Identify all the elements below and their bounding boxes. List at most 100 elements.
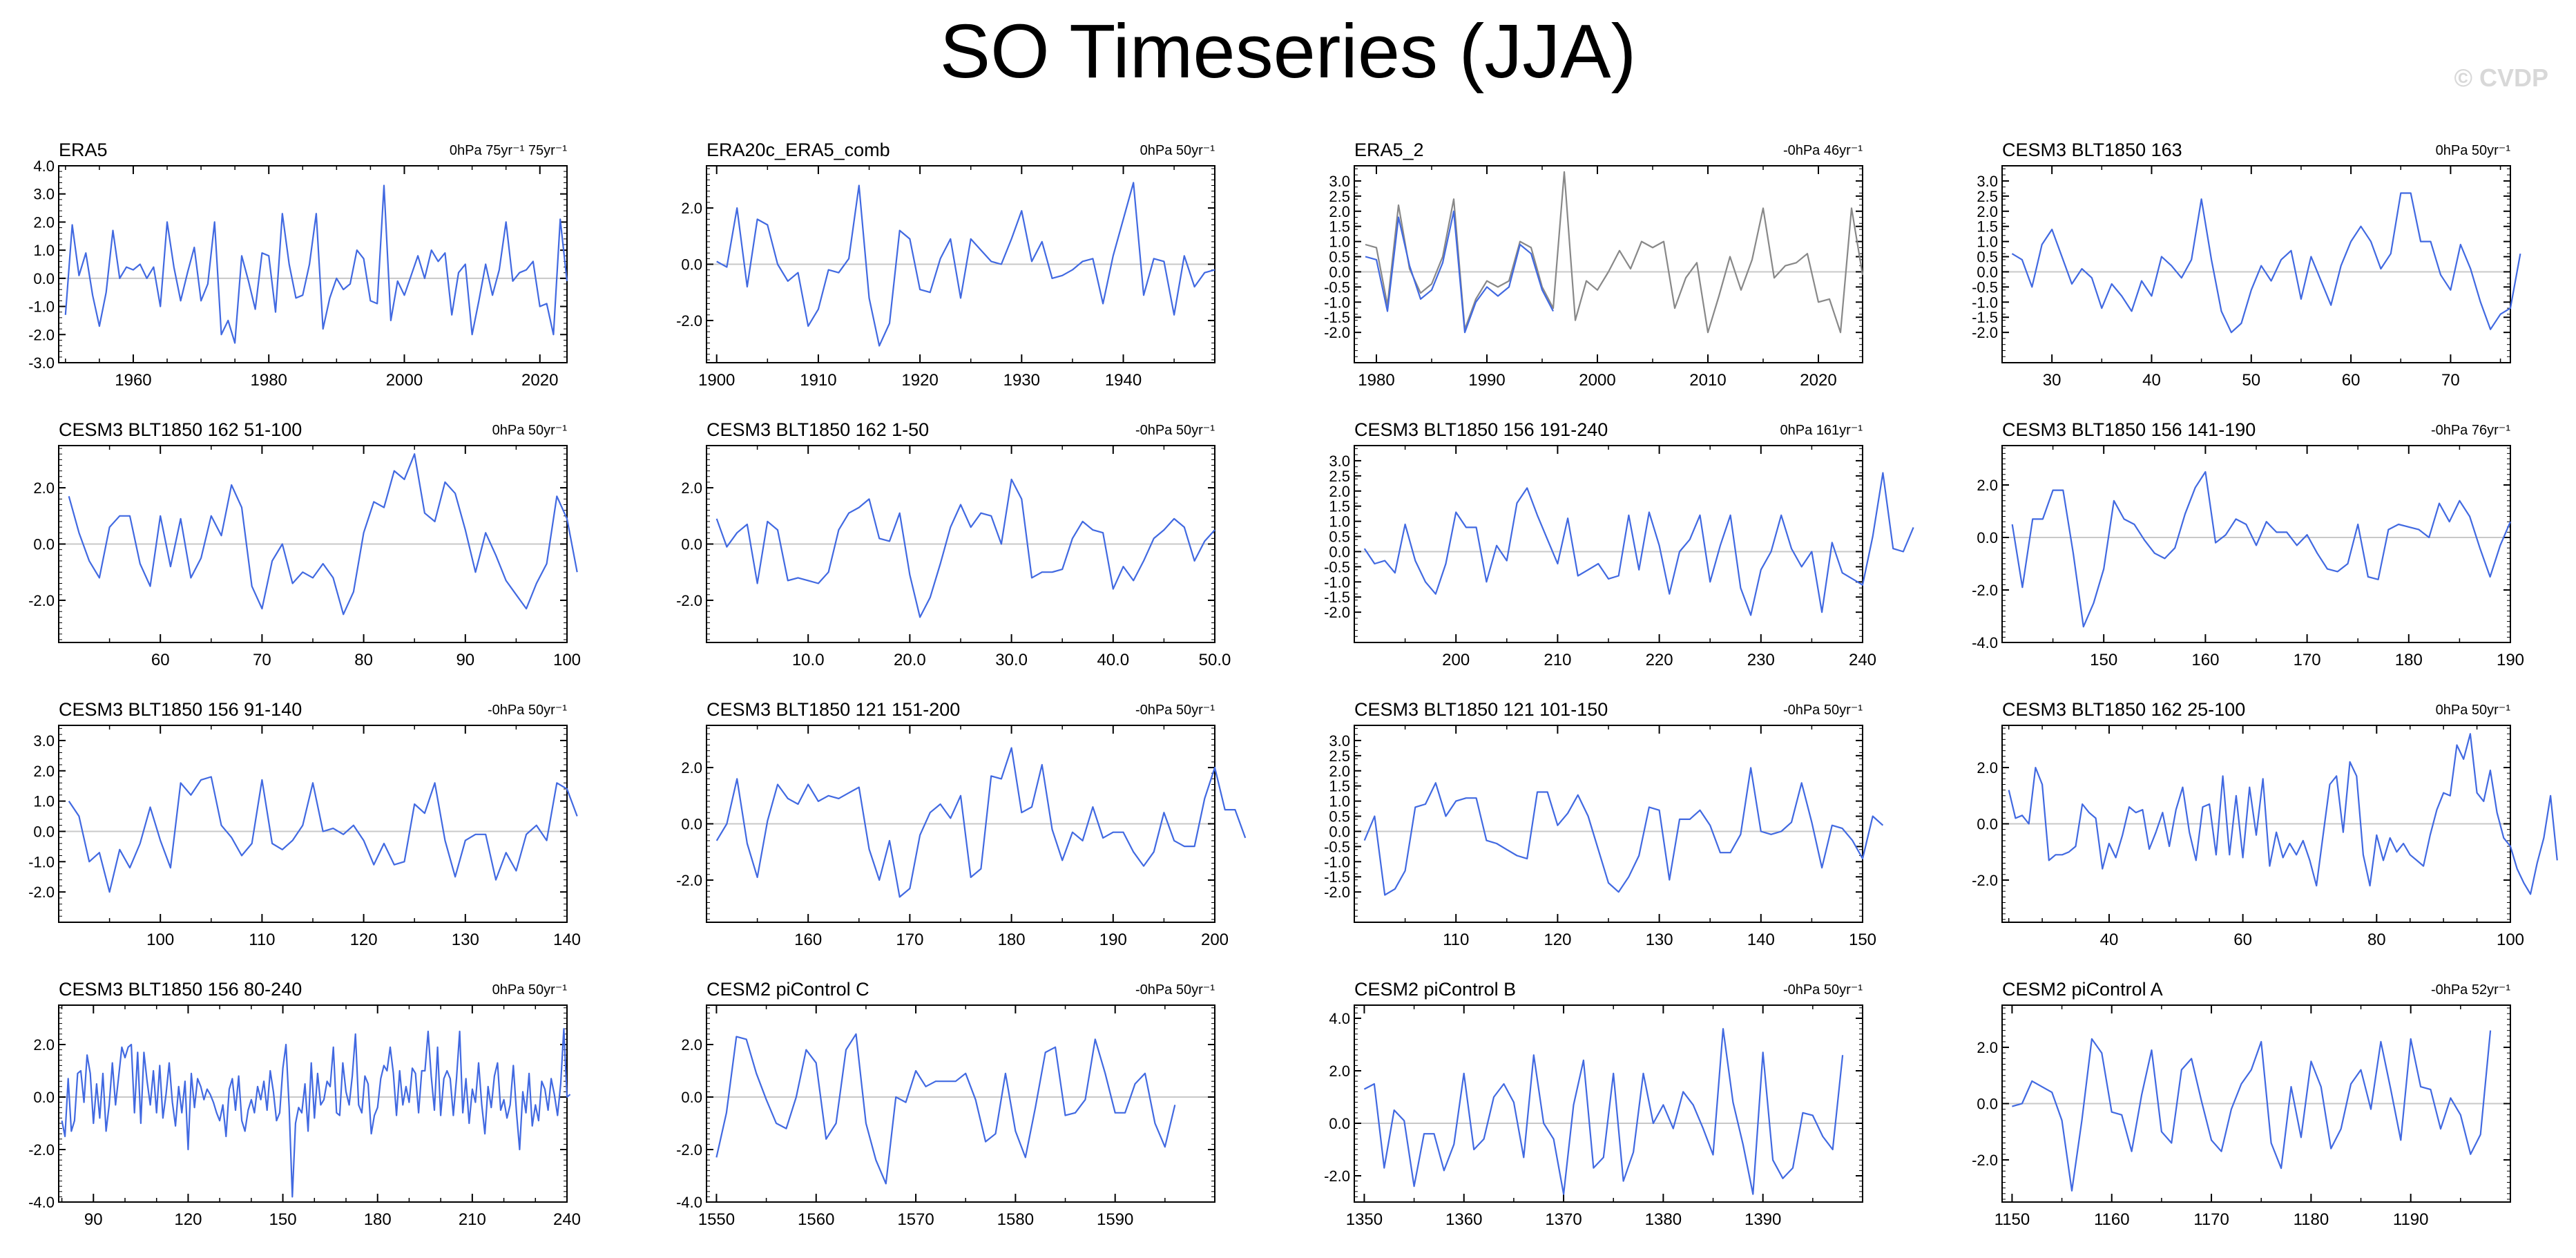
y-tick-label: 2.0 — [33, 763, 55, 780]
x-tick-label: 80 — [354, 651, 373, 669]
y-tick-label: 1.0 — [1977, 234, 1998, 251]
panel-11: CESM3 BLT1850 121 101-150 -0hPa 50yr⁻¹ 110… — [1324, 699, 1884, 949]
y-tick-label: -0.5 — [1324, 278, 1350, 296]
panel-info: 0hPa 50yr⁻¹ — [1140, 143, 1215, 158]
y-tick-label: 0.0 — [1329, 543, 1350, 560]
x-tick-label: 90 — [84, 1210, 103, 1229]
x-tick-label: 20.0 — [894, 651, 926, 669]
y-tick-label: 3.0 — [1329, 732, 1350, 750]
panel-7: CESM3 BLT1850 156 191-240 0hPa 161yr⁻¹ 200… — [1324, 419, 1914, 669]
x-tick-label: 1150 — [1995, 1210, 2030, 1229]
y-tick-label: -4.0 — [1972, 634, 1998, 651]
y-tick-label: -1.5 — [1324, 309, 1350, 326]
x-tick-label: 160 — [2191, 651, 2219, 669]
y-tick-label: 2.0 — [1977, 477, 1998, 494]
panel-title: CESM3 BLT1850 121 151-200 — [707, 699, 960, 720]
y-tick-label: -1.0 — [1324, 573, 1350, 591]
series-line — [716, 182, 1215, 347]
y-tick-label: 2.0 — [33, 479, 55, 497]
x-tick-label: 160 — [794, 931, 822, 949]
y-tick-label: 2.5 — [1977, 188, 1998, 205]
x-tick-label: 1910 — [800, 371, 836, 390]
x-tick-label: 180 — [364, 1210, 392, 1229]
y-tick-label: -4.0 — [676, 1194, 702, 1211]
x-tick-label: 240 — [553, 1210, 581, 1229]
series-line — [2008, 733, 2558, 895]
panel-info: 0hPa 50yr⁻¹ — [492, 423, 568, 438]
x-tick-label: 1160 — [2094, 1210, 2130, 1229]
series-line — [2011, 192, 2521, 334]
plot-frame — [58, 725, 568, 923]
y-tick-label: 2.0 — [1977, 1039, 1998, 1056]
y-tick-label: 0.0 — [681, 816, 702, 833]
y-tick-label: 0.5 — [1329, 528, 1350, 546]
y-tick-label: -3.0 — [28, 354, 55, 372]
x-tick-label: 60 — [2342, 371, 2361, 390]
x-tick-label: 240 — [1849, 651, 1876, 669]
panel-15: CESM2 piControl B -0hPa 50yr⁻¹ 1350 1360 137… — [1324, 979, 1863, 1229]
panel-title: ERA20c_ERA5_comb — [707, 140, 890, 160]
plot-frame — [2001, 165, 2511, 363]
y-tick-label: 1.5 — [1329, 218, 1350, 236]
y-tick-label: 4.0 — [33, 158, 55, 175]
y-tick-label: 0.0 — [1329, 263, 1350, 280]
y-tick-label: -2.0 — [676, 592, 702, 609]
y-tick-label: -0.5 — [1972, 278, 1998, 296]
y-tick-label: -0.5 — [1324, 558, 1350, 575]
x-tick-label: 1980 — [251, 371, 287, 390]
panel-title: CESM3 BLT1850 156 191-240 — [1354, 419, 1608, 440]
panel-title: CESM3 BLT1850 163 — [2002, 140, 2182, 160]
x-tick-label: 60 — [151, 651, 170, 669]
x-tick-label: 230 — [1747, 651, 1775, 669]
x-tick-label: 2010 — [1689, 371, 1726, 390]
panel-13: CESM3 BLT1850 156 80-240 0hPa 50yr⁻¹ 90 120… — [28, 979, 581, 1229]
panel-title: CESM2 piControl C — [707, 979, 869, 1000]
series-line — [715, 747, 1247, 898]
y-tick-label: 2.5 — [1329, 747, 1350, 765]
y-tick-label: 2.0 — [33, 1036, 55, 1054]
panel-info: -0hPa 76yr⁻¹ — [2431, 423, 2510, 438]
panel-info: -0hPa 50yr⁻¹ — [1783, 982, 1863, 998]
page-title: SO Timeseries (JJA) — [939, 9, 1637, 94]
plot-frame — [58, 165, 568, 363]
y-tick-label: -2.0 — [676, 312, 702, 330]
series-line — [64, 184, 568, 344]
y-tick-label: -2.0 — [1324, 884, 1350, 901]
y-tick-label: 2.5 — [1329, 188, 1350, 205]
y-tick-label: 1.5 — [1329, 498, 1350, 515]
x-tick-label: 30.0 — [995, 651, 1028, 669]
y-tick-label: 2.0 — [33, 213, 55, 231]
x-tick-label: 210 — [459, 1210, 486, 1229]
y-tick-label: 2.0 — [1977, 759, 1998, 776]
y-tick-label: -1.5 — [1324, 589, 1350, 606]
x-tick-label: 130 — [1646, 931, 1673, 949]
panel-info: -0hPa 50yr⁻¹ — [1135, 703, 1215, 718]
x-tick-label: 90 — [456, 651, 474, 669]
y-tick-label: 2.0 — [1329, 1062, 1350, 1080]
x-tick-label: 1170 — [2193, 1210, 2229, 1229]
x-tick-label: 150 — [269, 1210, 297, 1229]
panel-4: CESM3 BLT1850 163 0hPa 50yr⁻¹ 30 40 50 60 70 -2… — [1972, 140, 2521, 390]
panel-title: CESM3 BLT1850 156 91-140 — [59, 699, 302, 720]
x-tick-label: 110 — [1443, 931, 1469, 949]
y-tick-label: 2.0 — [681, 200, 702, 217]
y-tick-label: 0.0 — [681, 256, 702, 274]
y-tick-label: -0.5 — [1324, 838, 1350, 855]
x-tick-label: 1380 — [1645, 1210, 1682, 1229]
x-tick-label: 1960 — [115, 371, 151, 390]
x-tick-label: 70 — [253, 651, 271, 669]
x-tick-label: 210 — [1544, 651, 1571, 669]
panel-info: -0hPa 52yr⁻¹ — [2431, 982, 2510, 998]
panel-title: ERA5 — [59, 140, 108, 160]
y-tick-label: 0.0 — [1977, 263, 1998, 280]
x-tick-label: 1570 — [897, 1210, 934, 1229]
x-tick-label: 2020 — [1800, 371, 1836, 390]
x-tick-label: 100 — [146, 931, 174, 949]
series-line — [2011, 470, 2512, 628]
series-line — [1365, 210, 1554, 334]
y-tick-label: -2.0 — [28, 884, 55, 901]
panel-title: CESM3 BLT1850 162 1-50 — [707, 419, 929, 440]
y-tick-label: 1.0 — [1329, 793, 1350, 810]
plot-frame — [1354, 445, 1863, 643]
panel-info: 0hPa 50yr⁻¹ — [2436, 143, 2511, 158]
